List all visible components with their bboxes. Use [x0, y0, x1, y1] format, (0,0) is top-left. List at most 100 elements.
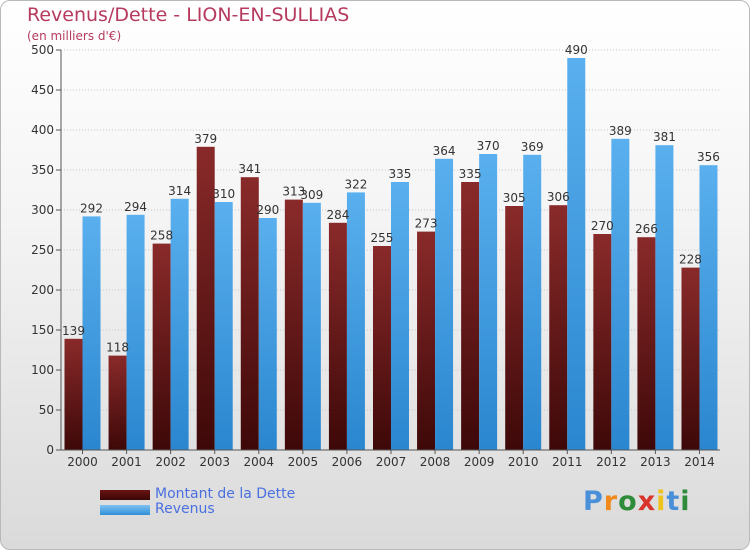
x-tick-label-2006: 2006 [332, 455, 363, 469]
logo-letter: P [583, 486, 604, 517]
label-revenus-2013: 381 [653, 130, 676, 144]
x-tick-label-2005: 2005 [288, 455, 319, 469]
label-dette-2014: 228 [679, 253, 702, 267]
legend-swatch-dette [100, 490, 150, 500]
x-tick-label-2007: 2007 [376, 455, 407, 469]
label-dette-2001: 118 [106, 341, 129, 355]
x-tick-label-2001: 2001 [111, 455, 142, 469]
label-dette-2000: 139 [62, 324, 85, 338]
bar-revenus-2009 [479, 154, 498, 450]
bar-revenus-2011 [567, 58, 586, 450]
y-tick-label: 350 [31, 163, 54, 177]
label-dette-2005: 313 [282, 185, 305, 199]
proxiti-logo: Proxiti [583, 486, 691, 517]
bars [64, 58, 718, 451]
bar-dette-2012 [593, 234, 612, 450]
bar-dette-2006 [328, 222, 347, 450]
label-dette-2009: 335 [459, 167, 482, 181]
logo-letter: t [666, 486, 681, 517]
label-revenus-2010: 369 [521, 140, 544, 154]
x-tick-label-2013: 2013 [640, 455, 671, 469]
label-revenus-2007: 335 [389, 167, 412, 181]
x-tick-label-2014: 2014 [684, 455, 715, 469]
x-tick-label-2011: 2011 [552, 455, 583, 469]
y-tick-label: 0 [46, 443, 54, 457]
label-revenus-2005: 309 [300, 188, 323, 202]
x-tick-label-2003: 2003 [199, 455, 230, 469]
legend-swatch-revenus [100, 505, 150, 515]
label-revenus-2002: 314 [168, 184, 191, 198]
label-dette-2010: 305 [503, 191, 526, 205]
label-revenus-2014: 356 [697, 150, 720, 164]
label-dette-2006: 284 [326, 208, 349, 222]
bar-dette-2010 [505, 206, 524, 450]
logo-letter: i [680, 486, 691, 517]
logo-letter: i [656, 486, 667, 517]
chart-title: Revenus/Dette - LION-EN-SULLIAS [27, 4, 350, 26]
x-tick-label-2009: 2009 [464, 455, 495, 469]
bar-revenus-2001 [126, 214, 145, 450]
x-tick-label-2004: 2004 [244, 455, 275, 469]
label-dette-2013: 266 [635, 222, 658, 236]
label-revenus-2004: 290 [256, 203, 279, 217]
bar-dette-2004 [240, 177, 259, 450]
bar-dette-2000 [64, 338, 83, 450]
legend-label-revenus: Revenus [155, 501, 215, 517]
logo-letter: o [618, 486, 638, 517]
label-dette-2002: 258 [150, 229, 173, 243]
y-tick-label: 450 [31, 83, 54, 97]
x-tick-label-2000: 2000 [67, 455, 98, 469]
bar-revenus-2008 [435, 158, 454, 451]
label-revenus-2000: 292 [80, 201, 103, 215]
x-tick-label-2010: 2010 [508, 455, 539, 469]
label-revenus-2011: 490 [565, 43, 588, 57]
bar-dette-2009 [461, 182, 480, 450]
y-tick-label: 100 [31, 363, 54, 377]
y-tick-label: 400 [31, 123, 54, 137]
logo-letter: x [637, 486, 657, 517]
y-tick-label: 200 [31, 283, 54, 297]
bar-revenus-2014 [699, 165, 718, 450]
bar-dette-2008 [417, 231, 436, 450]
y-tick-label: 50 [39, 403, 54, 417]
label-revenus-2001: 294 [124, 200, 147, 214]
bar-revenus-2010 [523, 154, 542, 451]
label-dette-2003: 379 [194, 132, 217, 146]
label-dette-2012: 270 [591, 219, 614, 233]
bar-revenus-2005 [302, 202, 321, 450]
label-dette-2008: 273 [415, 217, 438, 231]
legend-label-dette: Montant de la Dette [155, 486, 296, 502]
label-revenus-2003: 310 [212, 187, 235, 201]
bar-dette-2014 [681, 267, 700, 450]
bar-revenus-2002 [170, 198, 189, 450]
label-revenus-2008: 364 [433, 144, 456, 158]
bar-revenus-2006 [346, 192, 365, 450]
bar-dette-2011 [549, 205, 568, 450]
label-revenus-2006: 322 [344, 177, 367, 191]
y-tick-label: 300 [31, 203, 54, 217]
bar-revenus-2000 [82, 216, 101, 450]
label-dette-2004: 341 [238, 162, 261, 176]
bar-revenus-2012 [611, 138, 630, 451]
chart-subtitle: (en milliers d'€) [27, 29, 122, 43]
bar-dette-2003 [196, 146, 215, 451]
label-dette-2007: 255 [371, 231, 394, 245]
x-tick-label-2008: 2008 [420, 455, 451, 469]
label-revenus-2012: 389 [609, 124, 632, 138]
bar-dette-2001 [108, 355, 127, 450]
axes: 0 50 100 150 200 250 300 350 400 450 500 2000 2001 20… [31, 43, 720, 469]
bar-dette-2007 [372, 246, 391, 450]
logo-letter: r [603, 486, 619, 517]
x-tick-label-2012: 2012 [596, 455, 627, 469]
bar-dette-2005 [284, 199, 303, 450]
bar-dette-2002 [152, 243, 171, 450]
bar-revenus-2004 [258, 218, 277, 450]
y-tick-label: 250 [31, 243, 54, 257]
bar-dette-2013 [637, 237, 656, 450]
bar-revenus-2007 [390, 182, 409, 450]
label-dette-2011: 306 [547, 190, 570, 204]
label-revenus-2009: 370 [477, 139, 500, 153]
y-tick-label: 150 [31, 323, 54, 337]
